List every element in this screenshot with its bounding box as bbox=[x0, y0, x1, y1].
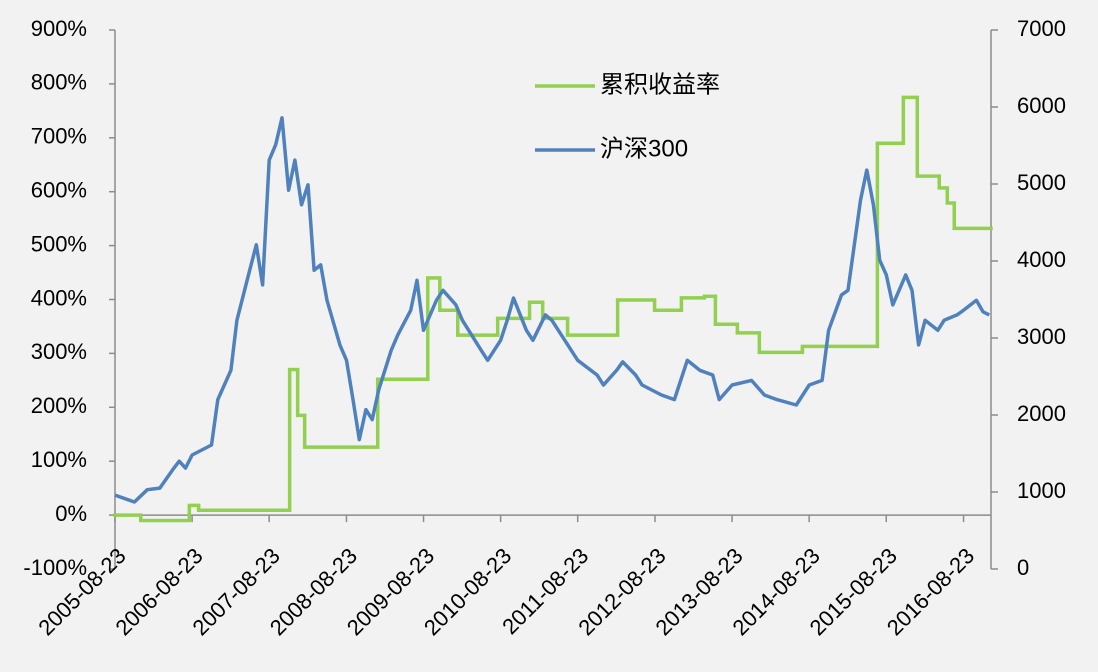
y-tick-label: 0% bbox=[55, 501, 87, 526]
y-tick-label: 900% bbox=[31, 16, 87, 41]
legend-label: 沪深300 bbox=[600, 135, 688, 162]
y2-tick-label: 1000 bbox=[1017, 478, 1066, 503]
y-tick-label: 700% bbox=[31, 124, 87, 149]
y-tick-label: 600% bbox=[31, 178, 87, 203]
y-tick-label: 800% bbox=[31, 70, 87, 95]
y-tick-label: -100% bbox=[23, 555, 87, 580]
y2-tick-label: 6000 bbox=[1017, 93, 1066, 118]
line bbox=[114, 116, 991, 504]
y2-tick-label: 3000 bbox=[1017, 324, 1066, 349]
y2-tick-label: 2000 bbox=[1017, 401, 1066, 426]
y-tick-label: 100% bbox=[31, 447, 87, 472]
y-tick-label: 200% bbox=[31, 393, 87, 418]
y2-tick-label: 5000 bbox=[1017, 170, 1066, 195]
y-tick-label: 300% bbox=[31, 339, 87, 364]
y-tick-label: 400% bbox=[31, 285, 87, 310]
y2-tick-label: 0 bbox=[1017, 555, 1029, 580]
y2-tick-label: 4000 bbox=[1017, 247, 1066, 272]
y-tick-label: 500% bbox=[31, 231, 87, 256]
legend-label: 累积收益率 bbox=[600, 71, 720, 98]
y2-tick-label: 7000 bbox=[1017, 16, 1066, 41]
